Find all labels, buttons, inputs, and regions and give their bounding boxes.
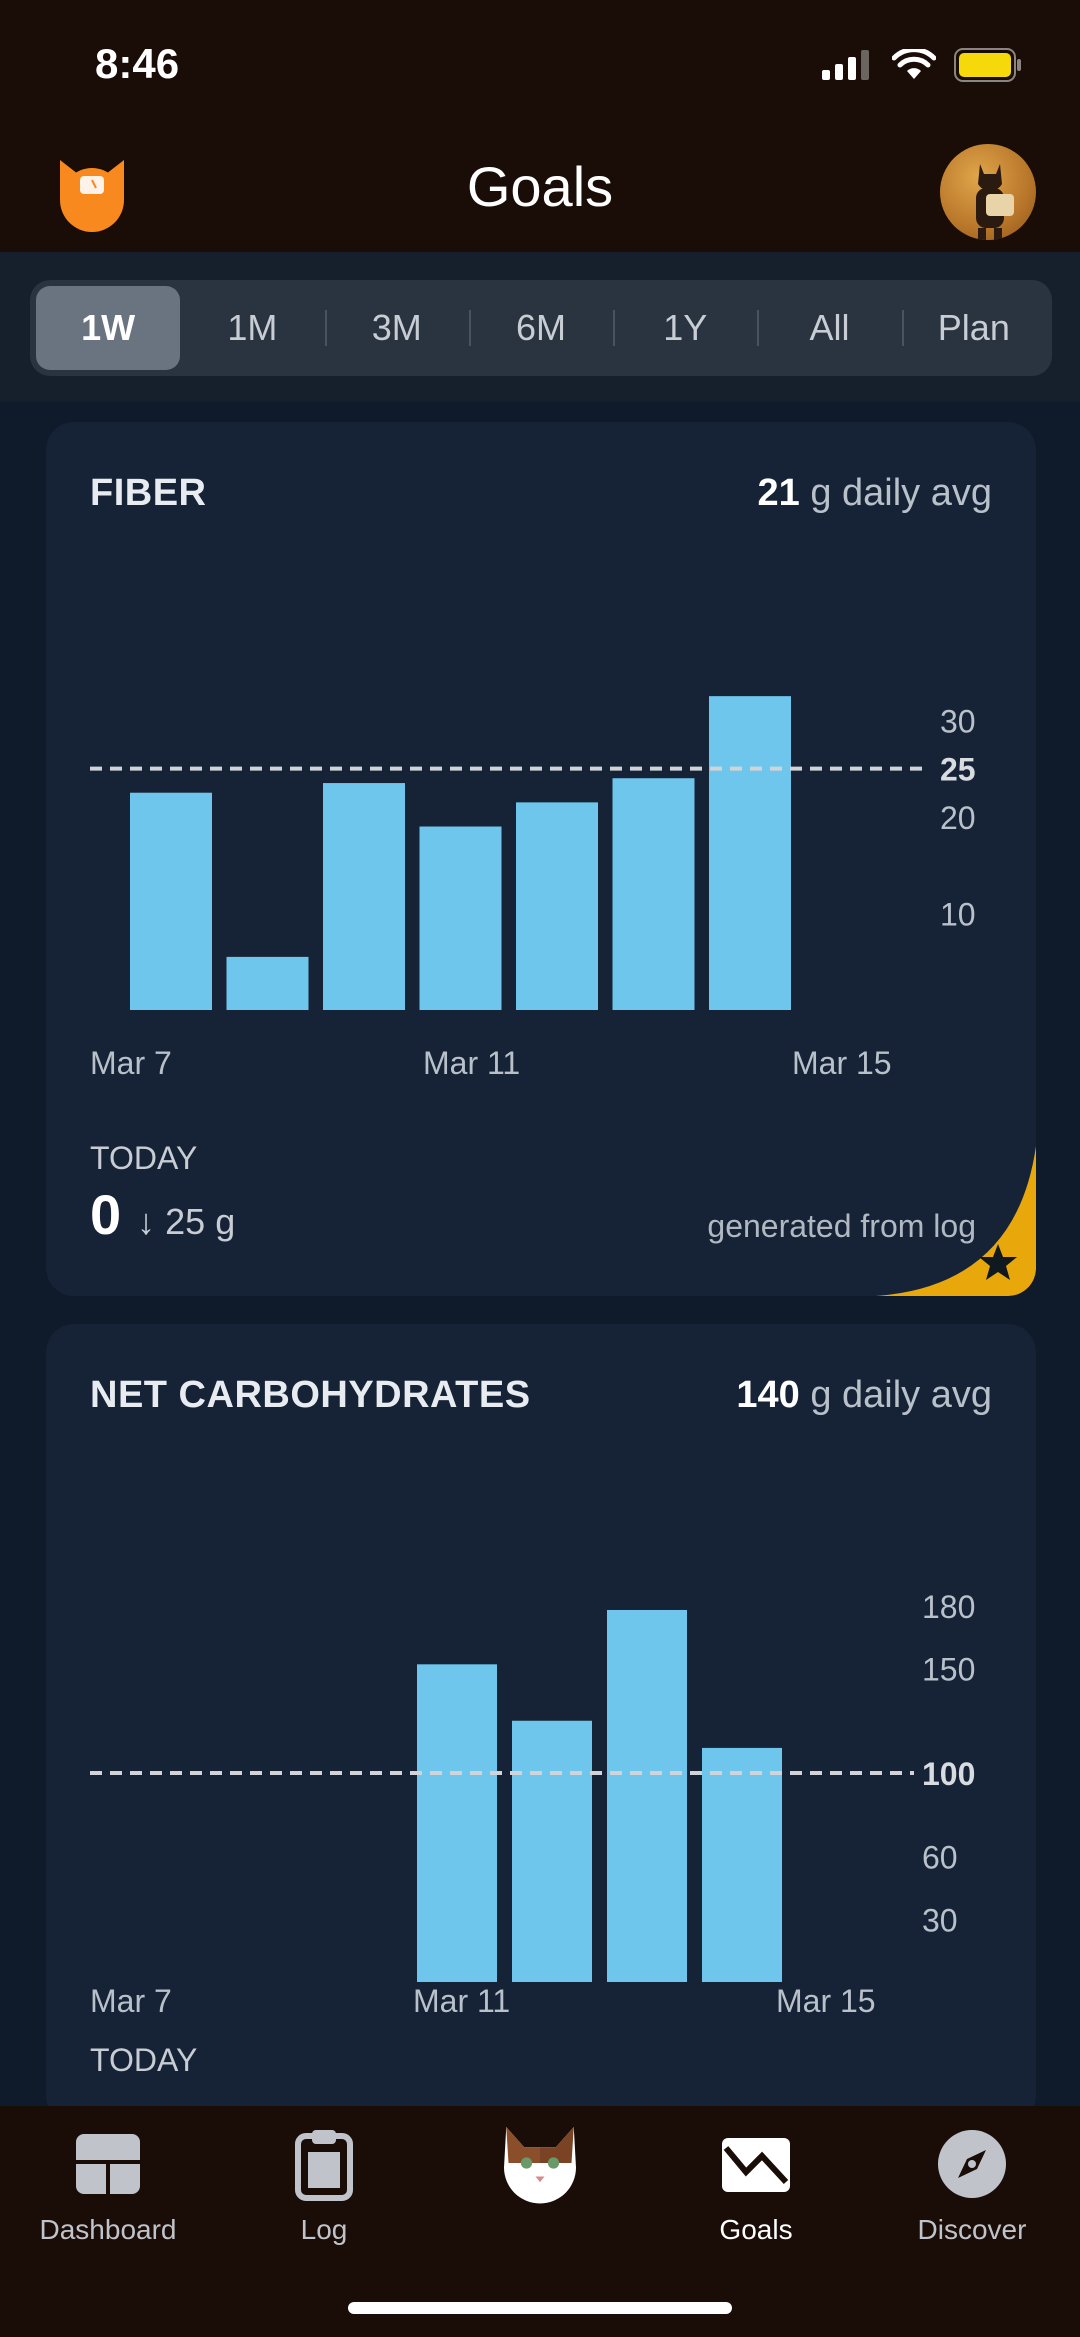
generated-note: generated from log bbox=[707, 1208, 976, 1244]
y-tick-label: 30 bbox=[940, 703, 976, 739]
battery-icon bbox=[954, 48, 1021, 82]
y-tick-label: 150 bbox=[922, 1652, 975, 1688]
tab-label: Log bbox=[300, 2214, 348, 2245]
bar-mar-12[interactable] bbox=[607, 1609, 687, 1982]
bar-mar-13[interactable] bbox=[702, 1747, 782, 1982]
y-tick-label: 10 bbox=[940, 896, 976, 932]
bar-mar-7[interactable] bbox=[130, 792, 212, 1010]
tab-dashboard[interactable]: Dashboard bbox=[0, 2124, 216, 2264]
today-label: TODAY bbox=[90, 1140, 198, 1176]
cat-face-icon bbox=[504, 2127, 576, 2204]
today-label: TODAY bbox=[90, 2042, 198, 2078]
featured-corner bbox=[876, 1146, 1036, 1296]
tab-1m[interactable]: 1M bbox=[227, 307, 278, 348]
bar-mar-13[interactable] bbox=[709, 696, 791, 1010]
home-indicator bbox=[348, 2302, 732, 2314]
tab-plan[interactable]: Plan bbox=[901, 286, 1046, 370]
y-tick-label: 60 bbox=[922, 1840, 958, 1876]
x-tick-label: Mar 11 bbox=[423, 1045, 520, 1081]
y-tick-label: 180 bbox=[922, 1589, 975, 1625]
card-title: NET CARBOHYDRATES bbox=[90, 1374, 531, 1416]
bar-mar-10[interactable] bbox=[419, 826, 502, 1010]
x-tick-label: Mar 11 bbox=[413, 1983, 510, 2019]
card-title: FIBER bbox=[90, 472, 207, 514]
bar-mar-12[interactable] bbox=[612, 778, 695, 1010]
status-bar: 8:46 bbox=[0, 0, 1080, 130]
y-tick-label: 20 bbox=[940, 800, 976, 836]
tab-discover[interactable]: Discover bbox=[864, 2124, 1080, 2264]
signal-icon bbox=[822, 50, 869, 80]
today-value: 0 ↓ 25 g bbox=[90, 1182, 235, 1247]
wifi-icon bbox=[892, 49, 936, 79]
x-tick-label: Mar 7 bbox=[90, 1983, 172, 2019]
bar-mar-11[interactable] bbox=[516, 802, 598, 1010]
tab-3m[interactable]: 3M bbox=[324, 286, 469, 370]
goal-label: 25 bbox=[940, 752, 976, 788]
bar-mar-8[interactable] bbox=[226, 956, 309, 1010]
compass-icon bbox=[938, 2130, 1006, 2198]
x-tick-label: Mar 15 bbox=[776, 1983, 876, 2019]
goal-label: 100 bbox=[922, 1756, 975, 1792]
bar-mar-9[interactable] bbox=[323, 783, 405, 1010]
status-time: 8:46 bbox=[95, 40, 180, 87]
tab-log[interactable]: Log bbox=[216, 2124, 432, 2264]
bar-mar-10[interactable] bbox=[417, 1664, 497, 1982]
range-selector-bar: 1W 1M 3M 6M 1Y All Plan bbox=[0, 252, 1080, 402]
status-icons bbox=[822, 48, 1022, 82]
app-header: Goals bbox=[0, 130, 1080, 252]
tab-cat[interactable] bbox=[432, 2124, 648, 2264]
today-number: 0 bbox=[90, 1183, 122, 1246]
daily-avg-unit: g daily avg bbox=[810, 1374, 992, 1416]
daily-avg: 21 g daily avg bbox=[757, 472, 992, 515]
net-carbs-chart: 30 60 150 180 100 Mar 7 Mar 11 Mar 15 bbox=[90, 1589, 975, 2019]
range-selector: 1W 1M 3M 6M 1Y All Plan bbox=[30, 280, 1052, 376]
fiber-chart: 10 20 30 25 Mar 7 Mar 11 Mar 15 bbox=[90, 696, 976, 1081]
tab-1w[interactable]: 1W bbox=[36, 286, 181, 370]
clipboard-icon bbox=[295, 2130, 353, 2201]
y-tick-label: 30 bbox=[922, 1902, 958, 1938]
daily-avg-value: 140 bbox=[736, 1374, 800, 1416]
bar-mar-11[interactable] bbox=[512, 1720, 592, 1982]
tab-bar: Dashboard Log Goals D bbox=[0, 2106, 1080, 2337]
tab-label: Goals bbox=[719, 2214, 793, 2245]
scale-cat-icon[interactable] bbox=[52, 154, 132, 234]
tab-1y[interactable]: 1Y bbox=[613, 286, 757, 370]
tab-6m[interactable]: 6M bbox=[468, 286, 613, 370]
avatar[interactable] bbox=[940, 144, 1036, 240]
tab-all[interactable]: All bbox=[757, 286, 901, 370]
dashboard-icon bbox=[76, 2134, 140, 2194]
daily-avg: 140 g daily avg bbox=[736, 1374, 992, 1417]
page-title: Goals bbox=[466, 155, 614, 218]
x-tick-label: Mar 15 bbox=[792, 1045, 892, 1081]
tab-goals[interactable]: Goals bbox=[648, 2124, 864, 2264]
tab-label: Discover bbox=[917, 2214, 1027, 2245]
daily-avg-value: 21 bbox=[757, 472, 800, 514]
daily-avg-unit: g daily avg bbox=[810, 472, 992, 514]
fiber-card[interactable]: FIBER 21 g daily avg 10 20 30 25 Mar 7 Mar 11… bbox=[46, 422, 1036, 1296]
today-delta: ↓ 25 g bbox=[137, 1201, 236, 1242]
star-icon bbox=[979, 1244, 1017, 1280]
tab-label: Dashboard bbox=[39, 2214, 177, 2245]
x-tick-label: Mar 7 bbox=[90, 1045, 172, 1081]
goals-chart-icon bbox=[722, 2138, 790, 2192]
cat-avatar-icon bbox=[976, 164, 1014, 240]
net-carbs-card[interactable]: NET CARBOHYDRATES 140 g daily avg 30 60 15… bbox=[46, 1324, 1036, 2124]
